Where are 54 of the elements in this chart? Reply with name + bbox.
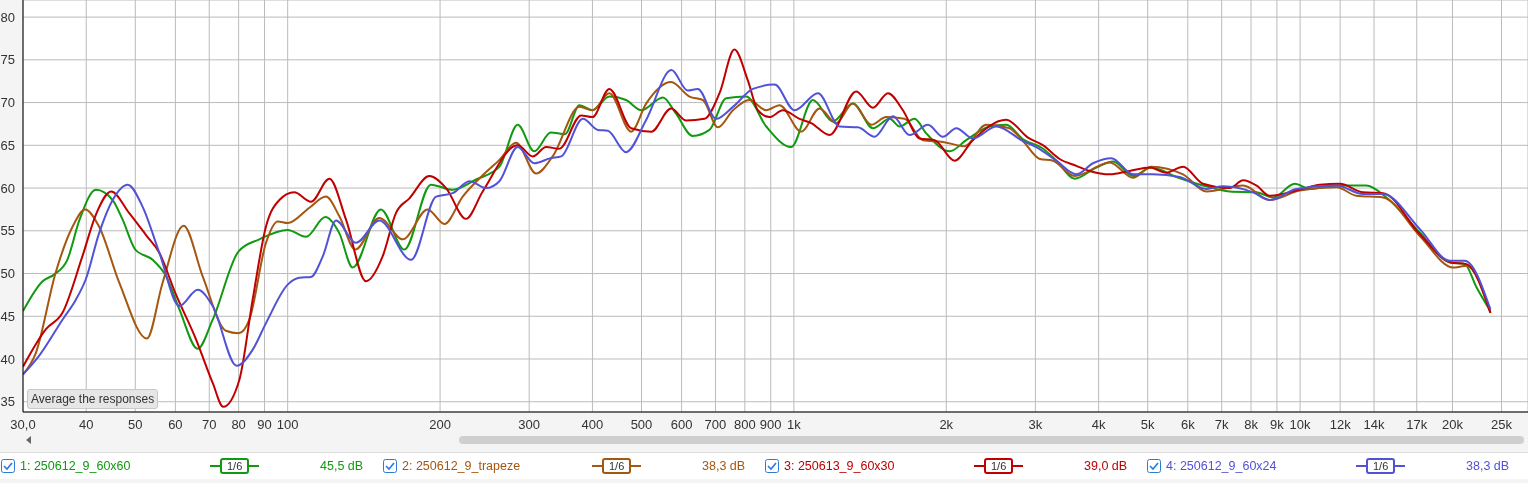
text: 1/6 (602, 458, 632, 474)
y-tick-label: 80 (0, 9, 15, 25)
x-tick-label: 30,0 (10, 417, 36, 433)
x-tick-label: 25k (1491, 417, 1513, 433)
y-tick-label: 65 (0, 137, 15, 153)
x-tick-label: 800 (733, 417, 756, 433)
text: 1: 250612_9_60x60 (20, 459, 132, 473)
y-tick-label: 50 (0, 266, 15, 282)
text: 1/6 (1366, 458, 1396, 474)
x-tick-label: 20k (1441, 417, 1464, 433)
y-tick-label: 55 (0, 223, 15, 239)
text: 1/6 (984, 458, 1014, 474)
text: 2: 250612_9_trapeze (402, 459, 522, 473)
text: 1/6 (220, 458, 250, 474)
y-tick-label: 40 (0, 351, 15, 367)
x-tick-label: 4k (1091, 417, 1107, 433)
y-tick-label: 35 (0, 394, 15, 410)
text: 4: 250612_9_60x24 (1166, 459, 1278, 473)
x-tick-label: 40 (79, 417, 94, 433)
x-tick-label: 3k (1028, 417, 1043, 433)
y-tick-label: 60 (0, 180, 15, 196)
x-tick-label: 600 (670, 417, 693, 433)
text: 3: 250613_9_60x30 (784, 459, 896, 473)
x-tick-label: 900 (759, 417, 782, 433)
x-tick-label: 500 (630, 417, 653, 433)
x-tick-label: 6k (1180, 417, 1196, 433)
x-tick-label: 8k (1244, 417, 1259, 433)
text: 38,3 dB (1466, 459, 1510, 473)
x-tick-label: 200 (429, 417, 451, 433)
x-tick-label: 17k (1406, 417, 1428, 433)
x-tick-label: 14k (1363, 417, 1386, 433)
annotation: Average the responses (27, 389, 159, 409)
x-tick-label: 2k (939, 417, 954, 433)
x-tick-label: 80 (231, 417, 246, 433)
x-tick-label: 400 (581, 417, 604, 433)
x-tick-label: 300 (518, 417, 541, 433)
x-tick-label: 12k (1329, 417, 1352, 433)
y-tick-label: 70 (0, 95, 15, 111)
x-tick-label: 700 (704, 417, 727, 433)
x-tick-label: 90 (257, 417, 272, 433)
x-tick-label: 10k (1289, 417, 1312, 433)
y-tick-label: 45 (0, 308, 15, 324)
text: 38,3 dB (702, 459, 746, 473)
x-tick-label: 50 (128, 417, 143, 433)
x-tick-label: 7k (1214, 417, 1230, 433)
x-tick-label: 1k (787, 417, 802, 433)
x-tick-label: 60 (168, 417, 183, 433)
x-tick-label: 100 (276, 417, 299, 433)
y-tick-label: 75 (0, 52, 15, 68)
x-tick-label: 70 (202, 417, 217, 433)
x-tick-label: 5k (1140, 417, 1156, 433)
x-tick-label: 9k (1270, 417, 1285, 433)
text: 39,0 dB (1084, 459, 1128, 473)
text: 45,5 dB (320, 459, 364, 473)
